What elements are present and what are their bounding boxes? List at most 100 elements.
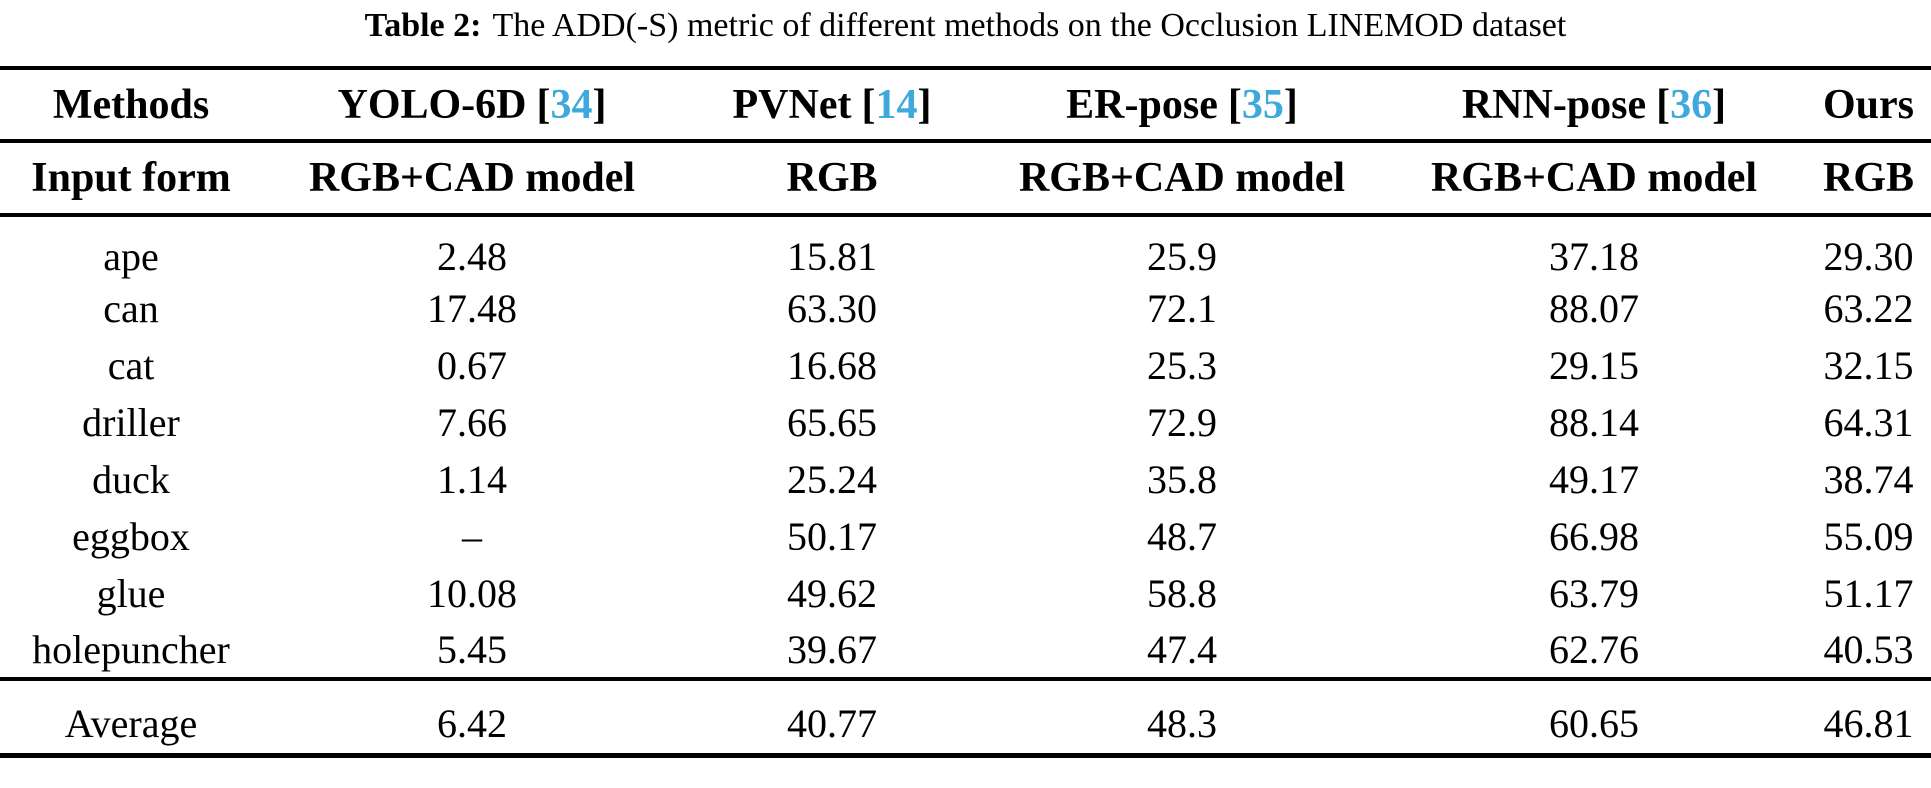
metric-cell: 47.4 xyxy=(982,622,1382,681)
method-column-ours: Ours xyxy=(1806,68,1931,143)
input-form-rnn-pose: RGB+CAD model xyxy=(1382,141,1806,217)
method-name: YOLO-6D xyxy=(337,81,527,128)
table-row-holepuncher: holepuncher 5.45 39.67 47.4 62.76 40.53 xyxy=(0,622,1931,681)
metric-cell: 62.76 xyxy=(1382,622,1806,681)
metric-cell: 55.09 xyxy=(1823,514,1914,559)
row-label: can xyxy=(103,286,159,331)
metric-cell: 63.22 xyxy=(1823,286,1914,331)
row-label: ape xyxy=(103,234,159,279)
bracket-close: ] xyxy=(592,81,607,128)
row-label: eggbox xyxy=(72,514,190,559)
bracket-close: ] xyxy=(1712,81,1727,128)
metric-cell: 25.3 xyxy=(1147,343,1217,388)
citation-link-36[interactable]: 36 xyxy=(1670,81,1713,128)
average-cell: 48.3 xyxy=(982,679,1382,758)
table-row-ape: ape 2.48 15.81 25.9 37.18 29.30 xyxy=(0,215,1931,280)
table-row-eggbox: eggbox – 50.17 48.7 66.98 55.09 xyxy=(0,508,1931,565)
metric-cell: 29.30 xyxy=(1823,234,1914,279)
bracket-open: [ xyxy=(1227,81,1242,128)
citation-link-35[interactable]: 35 xyxy=(1241,81,1284,128)
metric-cell: 25.9 xyxy=(1147,234,1217,279)
metric-cell: 48.7 xyxy=(1147,514,1217,559)
metric-cell: 50.17 xyxy=(787,514,877,559)
average-label: Average xyxy=(0,679,262,758)
row-label: driller xyxy=(82,400,180,445)
metric-cell: 88.07 xyxy=(1549,286,1639,331)
methods-header-row: Methods YOLO-6D [34] PVNet [14] ER-pose [35… xyxy=(0,68,1931,143)
metric-cell: 35.8 xyxy=(1147,457,1217,502)
metric-cell: 37.18 xyxy=(1549,234,1639,279)
metric-cell: 29.15 xyxy=(1549,343,1639,388)
metric-cell: 15.81 xyxy=(787,234,877,279)
average-cell: 6.42 xyxy=(262,679,682,758)
table-row-glue: glue 10.08 49.62 58.8 63.79 51.17 xyxy=(0,565,1931,622)
average-cell: 40.77 xyxy=(682,679,982,758)
metric-cell: 25.24 xyxy=(787,457,877,502)
table-row-can: can 17.48 63.30 72.1 88.07 63.22 xyxy=(0,280,1931,337)
citation-link-34[interactable]: 34 xyxy=(550,81,593,128)
method-name: PVNet xyxy=(732,81,852,128)
metric-cell: 1.14 xyxy=(437,457,507,502)
metric-cell: 16.68 xyxy=(787,343,877,388)
metric-cell: 72.1 xyxy=(1147,286,1217,331)
metric-cell: 2.48 xyxy=(437,234,507,279)
row-label: glue xyxy=(96,571,166,616)
metric-cell: 63.30 xyxy=(787,286,877,331)
metric-cell: 40.53 xyxy=(1806,622,1931,681)
table-caption: Table 2: The ADD(-S) metric of different… xyxy=(0,0,1931,66)
bracket-open: [ xyxy=(1656,81,1671,128)
table-row-driller: driller 7.66 65.65 72.9 88.14 64.31 xyxy=(0,394,1931,451)
table-caption-label: Table 2: xyxy=(364,7,482,44)
table-caption-text: The ADD(-S) metric of different methods … xyxy=(492,7,1567,44)
method-name: ER-pose xyxy=(1066,81,1218,128)
average-cell: 46.81 xyxy=(1806,679,1931,758)
metric-cell: 5.45 xyxy=(262,622,682,681)
metric-cell: 7.66 xyxy=(437,400,507,445)
table-row-duck: duck 1.14 25.24 35.8 49.17 38.74 xyxy=(0,451,1931,508)
input-form-er-pose: RGB+CAD model xyxy=(982,141,1382,217)
metric-cell: 39.67 xyxy=(682,622,982,681)
method-column-rnn-pose: RNN-pose [36] xyxy=(1382,68,1806,143)
average-row: Average 6.42 40.77 48.3 60.65 46.81 xyxy=(0,679,1931,758)
bracket-close: ] xyxy=(1283,81,1298,128)
metric-cell: 66.98 xyxy=(1549,514,1639,559)
metric-cell: 88.14 xyxy=(1549,400,1639,445)
method-name: RNN-pose xyxy=(1461,81,1647,128)
input-form-ours: RGB xyxy=(1806,141,1931,217)
metric-cell: – xyxy=(462,514,482,559)
metric-cell: 49.62 xyxy=(787,571,877,616)
metric-cell: 49.17 xyxy=(1549,457,1639,502)
row-label: duck xyxy=(92,457,170,502)
metric-cell: 32.15 xyxy=(1823,343,1914,388)
row-label: cat xyxy=(107,343,155,388)
bracket-open: [ xyxy=(536,81,551,128)
metric-cell: 38.74 xyxy=(1823,457,1914,502)
metric-cell: 0.67 xyxy=(437,343,507,388)
input-form-pvnet: RGB xyxy=(682,141,982,217)
metric-cell: 63.79 xyxy=(1549,571,1639,616)
citation-bracket: [34] xyxy=(537,82,607,128)
input-form-yolo-6d: RGB+CAD model xyxy=(262,141,682,217)
bracket-open: [ xyxy=(861,81,876,128)
citation-bracket: [36] xyxy=(1656,82,1726,128)
metric-cell: 17.48 xyxy=(427,286,517,331)
input-form-row: Input form RGB+CAD model RGB RGB+CAD mod… xyxy=(0,141,1931,217)
average-cell: 60.65 xyxy=(1382,679,1806,758)
metric-cell: 72.9 xyxy=(1147,400,1217,445)
metric-cell: 58.8 xyxy=(1147,571,1217,616)
citation-link-14[interactable]: 14 xyxy=(875,81,918,128)
metric-cell: 65.65 xyxy=(787,400,877,445)
method-column-yolo-6d: YOLO-6D [34] xyxy=(262,68,682,143)
bracket-close: ] xyxy=(917,81,932,128)
results-table: Methods YOLO-6D [34] PVNet [14] ER-pose [35… xyxy=(0,66,1931,758)
row-label: holepuncher xyxy=(0,622,262,681)
table-row-cat: cat 0.67 16.68 25.3 29.15 32.15 xyxy=(0,337,1931,394)
metric-cell: 10.08 xyxy=(427,571,517,616)
input-form-header-cell: Input form xyxy=(0,141,262,217)
citation-bracket: [35] xyxy=(1228,82,1298,128)
method-column-er-pose: ER-pose [35] xyxy=(982,68,1382,143)
citation-bracket: [14] xyxy=(861,82,931,128)
method-column-pvnet: PVNet [14] xyxy=(682,68,982,143)
methods-header-cell: Methods xyxy=(0,68,262,143)
